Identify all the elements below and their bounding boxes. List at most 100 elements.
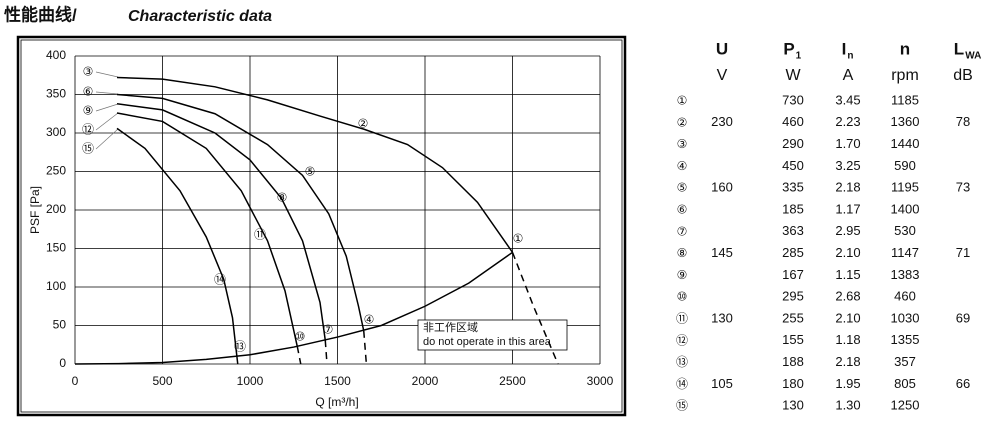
table-cell: 2.18 <box>835 180 860 195</box>
table-unit: W <box>785 67 801 84</box>
curve-label: ④ <box>364 313 375 327</box>
curve <box>296 346 302 365</box>
curve-label: ⑤ <box>305 165 316 179</box>
x-tick-label: 500 <box>152 374 172 388</box>
x-tick-label: 0 <box>72 374 79 388</box>
x-axis-label: Q [m³/h] <box>315 395 358 409</box>
table-cell: 71 <box>956 245 970 260</box>
row-label: ⑬ <box>676 355 688 369</box>
table-cell: 357 <box>894 354 916 369</box>
table-header-sub: WA <box>965 51 981 62</box>
table-cell: 1.30 <box>835 398 860 413</box>
table-cell: 285 <box>782 245 804 260</box>
row-label: ⑪ <box>676 312 688 326</box>
table-cell: 295 <box>782 289 804 304</box>
table-cell: 188 <box>782 354 804 369</box>
table-cell: 1030 <box>891 310 920 325</box>
table-cell: 160 <box>711 180 733 195</box>
table-cell: 3.25 <box>835 158 860 173</box>
table-cell: 290 <box>782 136 804 151</box>
leaders <box>95 71 119 150</box>
row-label: ⑭ <box>676 377 688 391</box>
curve <box>116 112 298 347</box>
table-cell: 335 <box>782 180 804 195</box>
table-header: I <box>842 39 847 58</box>
row-label: ⑦ <box>677 224 688 238</box>
title-en: Characteristic data <box>128 8 272 25</box>
table-header: P <box>783 39 794 58</box>
table-cell: 230 <box>711 114 733 129</box>
table-header-sub: n <box>847 51 853 62</box>
curve <box>116 127 239 365</box>
curve-label: ⑫ <box>82 123 94 137</box>
table-cell: 2.95 <box>835 223 860 238</box>
curve <box>74 251 513 365</box>
row-label: ② <box>677 115 688 129</box>
table-header-sub: 1 <box>796 51 802 62</box>
row-label: ① <box>677 94 688 108</box>
row-label: ⑥ <box>677 203 688 217</box>
x-tick-label: 2500 <box>499 374 526 388</box>
curve <box>511 252 559 365</box>
table-unit: V <box>717 67 728 84</box>
table-cell: 450 <box>782 158 804 173</box>
table-cell: 78 <box>956 114 970 129</box>
curve-label: ⑨ <box>83 104 94 118</box>
title-cn: 性能曲线/ <box>4 4 77 24</box>
y-tick-label: 150 <box>46 241 66 255</box>
y-tick-label: 300 <box>46 125 66 139</box>
frame-inner <box>20 39 623 413</box>
curve-label: ⑮ <box>82 142 94 156</box>
curve-label: ⑬ <box>234 340 246 354</box>
table-cell: 1400 <box>891 201 920 216</box>
table-cell: 1355 <box>891 332 920 347</box>
row-label: ⑤ <box>677 181 688 195</box>
table-cell: 255 <box>782 310 804 325</box>
table-cell: 460 <box>894 289 916 304</box>
table-cell: 460 <box>782 114 804 129</box>
y-tick-label: 400 <box>46 48 66 62</box>
table-cell: 1440 <box>891 136 920 151</box>
table-cell: 530 <box>894 223 916 238</box>
x-tick-label: 1500 <box>324 374 351 388</box>
y-tick-label: 0 <box>59 356 66 370</box>
table-cell: 2.23 <box>835 114 860 129</box>
curve-label: ② <box>358 117 369 131</box>
table-cell: 805 <box>894 376 916 391</box>
table-cell: 1250 <box>891 398 920 413</box>
frame <box>16 35 627 417</box>
row-label: ⑫ <box>676 333 688 347</box>
table-cell: 2.10 <box>835 310 860 325</box>
table-cell: 145 <box>711 245 733 260</box>
table-header: n <box>900 39 910 58</box>
row-label: ⑩ <box>677 290 688 304</box>
table-cell: 130 <box>782 398 804 413</box>
table-cell: 1147 <box>891 245 919 260</box>
x-tick-label: 2000 <box>412 374 439 388</box>
row-label: ⑧ <box>677 246 688 260</box>
table-unit: dB <box>953 67 973 84</box>
table-cell: 155 <box>782 332 804 347</box>
curve-label: ⑩ <box>295 330 306 344</box>
curve <box>116 76 514 253</box>
curve-label: ⑧ <box>277 191 288 205</box>
y-tick-label: 100 <box>46 279 66 293</box>
note-en: do not operate in this area <box>423 336 552 348</box>
table-cell: 180 <box>782 376 804 391</box>
table-header: U <box>716 39 728 58</box>
table-cell: 1195 <box>891 180 919 195</box>
table-cell: 363 <box>782 223 804 238</box>
table-cell: 105 <box>711 376 733 391</box>
curve-label: ⑦ <box>323 323 334 337</box>
table-cell: 1.17 <box>835 201 860 216</box>
table-unit: rpm <box>891 67 919 84</box>
table-cell: 2.68 <box>835 289 860 304</box>
y-axis-label: PSF [Pa] <box>28 186 42 234</box>
table-cell: 590 <box>894 158 916 173</box>
row-label: ⑨ <box>677 268 688 282</box>
curve-label: ③ <box>83 65 94 79</box>
table-cell: 2.10 <box>835 245 860 260</box>
curve-label: ⑥ <box>83 85 94 99</box>
note-cn: 非工作区域 <box>423 321 478 334</box>
table-cell: 1383 <box>891 267 920 282</box>
